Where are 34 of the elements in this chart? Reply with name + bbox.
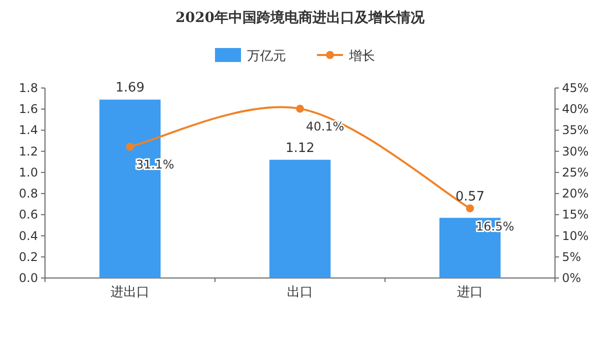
y2-tick-label: 25% [562, 165, 589, 180]
bar [269, 160, 331, 278]
y2-tick-label: 10% [562, 228, 589, 243]
y-tick-label: 1.8 [18, 81, 38, 95]
y2-tick-label: 40% [562, 102, 589, 116]
x-tick-label: 进出口 [110, 285, 150, 300]
chart-title: 2020年中国跨境电商进出口及增长情况 [176, 9, 426, 26]
data-label: 1.12 [286, 140, 314, 156]
y-tick-label: 0.0 [18, 271, 38, 285]
point [466, 204, 474, 212]
point [126, 142, 134, 151]
y-tick-label: 0.4 [18, 228, 38, 243]
y-tick-label: 1.2 [18, 144, 38, 158]
y2-tick-label: 5% [562, 250, 582, 264]
y2-tick-label: 15% [562, 208, 589, 222]
x-tick-label: 进口 [457, 285, 483, 300]
point [296, 104, 304, 113]
y2-tick-label: 45% [562, 81, 589, 95]
data-label: 1.69 [116, 80, 144, 96]
y-tick-label: 1.0 [18, 165, 38, 180]
y2-tick-label: 20% [562, 186, 589, 201]
legend-label: 增长 [348, 49, 375, 64]
data-label: 40.1% [306, 120, 344, 134]
y-tick-label: 0.8 [18, 186, 38, 201]
y-tick-label: 0.2 [18, 250, 38, 264]
legend-label: 万亿元 [247, 49, 286, 64]
y-tick-label: 0.6 [18, 208, 38, 222]
y2-tick-label: 0% [562, 271, 582, 285]
y-tick-label: 1.6 [18, 102, 38, 116]
data-label: 0.57 [456, 189, 484, 204]
y-tick-label: 1.4 [18, 123, 38, 138]
y2-tick-label: 30% [562, 144, 589, 158]
y2-tick-label: 35% [562, 123, 589, 138]
x-tick-label: 出口 [287, 285, 313, 300]
